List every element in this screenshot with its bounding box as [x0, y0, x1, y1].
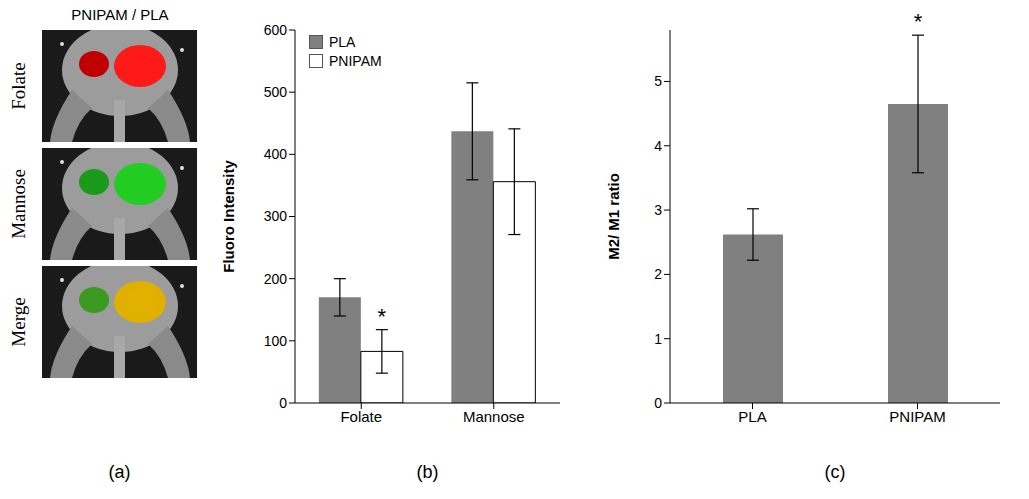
- svg-text:PNIPAM: PNIPAM: [889, 408, 945, 425]
- html-text:PNIPAM / PLA: PNIPAM / PLA: [71, 6, 169, 23]
- svg-text:500: 500: [264, 84, 288, 100]
- svg-text:2: 2: [654, 266, 662, 282]
- svg-text:600: 600: [264, 22, 288, 38]
- svg-text:Mannose: Mannose: [463, 408, 525, 425]
- html-text:(b): (b): [416, 462, 439, 482]
- svg-text:300: 300: [264, 208, 288, 224]
- html-text:PLA: PLA: [329, 34, 356, 50]
- svg-text:*: *: [378, 304, 387, 329]
- svg-text:1: 1: [654, 331, 662, 347]
- html-text:(c): (c): [824, 462, 846, 482]
- svg-text:400: 400: [264, 146, 288, 162]
- svg-text:*: *: [914, 9, 923, 34]
- svg-text:Fluoro Intensity: Fluoro Intensity: [220, 160, 237, 273]
- html-text:(a): (a): [108, 462, 131, 482]
- html-text:Folate: Folate: [8, 62, 29, 110]
- html-text:Mannose: Mannose: [8, 169, 29, 239]
- svg-text:M2/ M1 ratio: M2/ M1 ratio: [605, 173, 622, 260]
- html-text:PNIPAM: PNIPAM: [329, 53, 382, 69]
- svg-text:100: 100: [264, 333, 288, 349]
- svg-text:200: 200: [264, 271, 288, 287]
- html-text:Merge: Merge: [8, 297, 29, 347]
- svg-text:0: 0: [654, 395, 662, 411]
- svg-text:4: 4: [654, 138, 662, 154]
- svg-text:0: 0: [279, 395, 287, 411]
- svg-text:Folate: Folate: [340, 408, 382, 425]
- svg-text:PLA: PLA: [738, 408, 766, 425]
- svg-text:3: 3: [654, 202, 662, 218]
- svg-text:5: 5: [654, 73, 662, 89]
